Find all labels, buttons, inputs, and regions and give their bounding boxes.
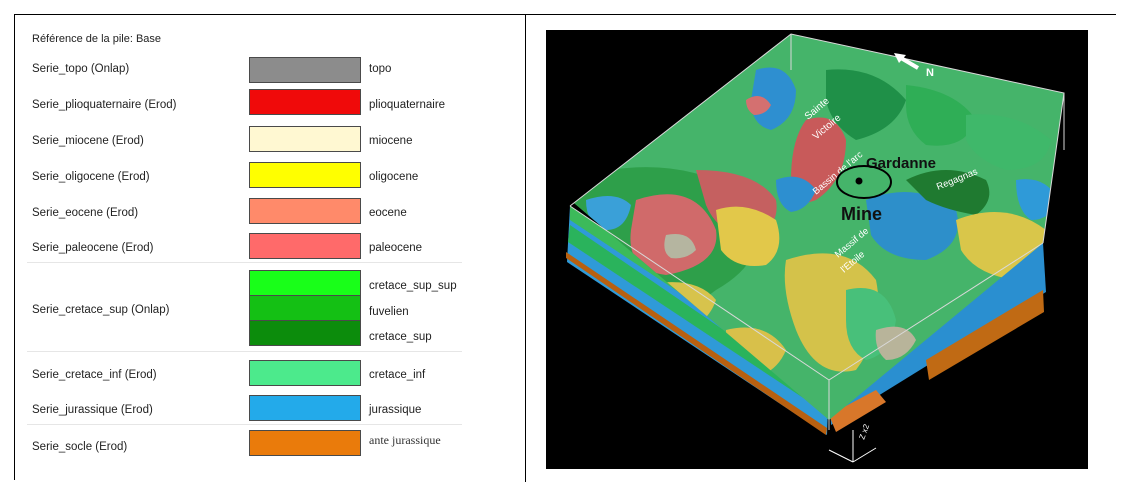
swatch-paleocene bbox=[249, 233, 361, 259]
separator bbox=[27, 424, 462, 425]
series-label-cretace-sup: Serie_cretace_sup (Onlap) bbox=[32, 304, 170, 316]
axis-gizmo-icon bbox=[828, 430, 877, 463]
layer-label-eocene: eocene bbox=[369, 207, 407, 219]
place-label-mine: Mine bbox=[841, 204, 882, 224]
swatch-jurassique bbox=[249, 395, 361, 421]
series-label-paleocene: Serie_paleocene (Erod) bbox=[32, 242, 154, 254]
swatch-eocene bbox=[249, 198, 361, 224]
series-label-eocene: Serie_eocene (Erod) bbox=[32, 207, 139, 219]
swatch-cretace-inf bbox=[249, 360, 361, 386]
geological-model-view: N Sainte Victoire Gardanne Bassin de l'a… bbox=[546, 30, 1088, 469]
bounding-box-wireframe bbox=[569, 33, 1065, 430]
swatch-fuvelien bbox=[249, 295, 361, 321]
layer-label-oligocene: oligocene bbox=[369, 171, 419, 183]
mine-circle-marker bbox=[836, 165, 892, 199]
layer-label-jurassique: jurassique bbox=[369, 404, 422, 416]
place-label-gardanne: Gardanne bbox=[866, 155, 936, 172]
layer-label-topo: topo bbox=[369, 63, 392, 75]
series-label-cretace-inf: Serie_cretace_inf (Erod) bbox=[32, 369, 157, 381]
column-divider bbox=[525, 14, 526, 482]
separator bbox=[27, 262, 462, 263]
layer-label-plioquaternaire: plioquaternaire bbox=[369, 99, 446, 111]
swatch-oligocene bbox=[249, 162, 361, 188]
series-label-oligocene: Serie_oligocene (Erod) bbox=[32, 171, 150, 183]
series-label-socle: Serie_socle (Erod) bbox=[32, 441, 128, 453]
layer-label-cretace-sup-sup: cretace_sup_sup bbox=[369, 280, 457, 292]
layer-label-ante-jurassique: ante jurassique bbox=[369, 433, 441, 447]
separator bbox=[27, 351, 462, 352]
series-label-topo: Serie_topo (Onlap) bbox=[32, 63, 130, 75]
layer-label-cretace-inf: cretace_inf bbox=[369, 369, 426, 381]
swatch-topo bbox=[249, 57, 361, 83]
swatch-cretace-sup bbox=[249, 320, 361, 346]
series-label-jurassique: Serie_jurassique (Erod) bbox=[32, 404, 153, 416]
series-label-miocene: Serie_miocene (Erod) bbox=[32, 135, 144, 147]
model-right-face bbox=[829, 243, 1046, 432]
table-frame bbox=[14, 14, 1116, 480]
swatch-miocene bbox=[249, 126, 361, 152]
north-label: N bbox=[926, 67, 934, 79]
layer-label-fuvelien: fuvelien bbox=[369, 306, 409, 318]
axis-scale-label: Z x2 bbox=[857, 422, 871, 440]
layer-label-paleocene: paleocene bbox=[369, 242, 423, 254]
legend-title: Référence de la pile: Base bbox=[32, 33, 162, 45]
swatch-socle bbox=[249, 430, 361, 456]
layer-label-cretace-sup: cretace_sup bbox=[369, 331, 432, 343]
layer-label-miocene: miocene bbox=[369, 135, 413, 147]
swatch-plioquaternaire bbox=[249, 89, 361, 115]
series-label-plioquaternaire: Serie_plioquaternaire (Erod) bbox=[32, 99, 177, 111]
north-arrow-icon bbox=[894, 53, 920, 70]
swatch-cretace-sup-sup bbox=[249, 270, 361, 296]
mine-point-marker bbox=[855, 177, 863, 185]
